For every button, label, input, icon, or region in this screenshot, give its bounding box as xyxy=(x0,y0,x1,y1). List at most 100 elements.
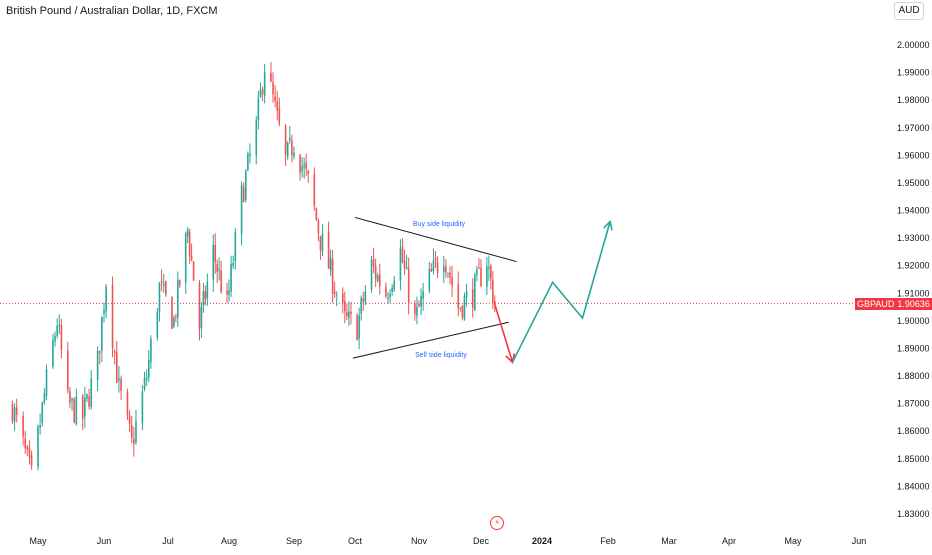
candle-body xyxy=(216,263,218,272)
candle-body xyxy=(130,424,133,438)
candle-up xyxy=(247,151,249,172)
candle-body xyxy=(218,269,220,271)
candle-down xyxy=(407,257,410,315)
candle-up xyxy=(465,283,468,307)
candle-up xyxy=(232,255,234,269)
candle-body xyxy=(30,455,33,466)
candle-body xyxy=(162,283,165,286)
candle-body xyxy=(372,259,375,267)
candle-up xyxy=(255,116,258,165)
candle-up xyxy=(143,371,146,392)
candle-body xyxy=(184,233,187,283)
candle-up xyxy=(370,255,373,293)
candle-down xyxy=(278,97,281,126)
candle-body xyxy=(286,142,289,157)
x-tick-label: Jul xyxy=(162,536,174,546)
candle-down xyxy=(120,375,122,401)
candle-up xyxy=(105,283,107,319)
candle-body xyxy=(60,325,63,350)
trendline-upper xyxy=(354,216,517,263)
candle-body xyxy=(457,283,460,309)
candle-body xyxy=(348,311,350,318)
candle-body xyxy=(342,293,344,303)
candle-body xyxy=(171,297,173,329)
candle-body xyxy=(449,272,451,278)
candle-up xyxy=(416,296,418,325)
candle-down xyxy=(414,300,416,321)
candle-body xyxy=(22,416,24,437)
candle-body xyxy=(299,154,301,173)
candle-up xyxy=(135,409,137,445)
candle-up xyxy=(96,346,99,392)
candle-down xyxy=(451,265,453,298)
candle-body xyxy=(391,287,393,292)
candle-down xyxy=(378,263,381,295)
candle-body xyxy=(141,391,144,424)
candle-body xyxy=(175,316,177,318)
y-tick-label: 1.83000 xyxy=(897,509,930,519)
candle-down xyxy=(457,271,460,317)
candle-down xyxy=(113,349,116,365)
candle-down xyxy=(401,238,404,264)
candle-up xyxy=(162,273,165,293)
candle-body xyxy=(255,120,258,156)
candle-down xyxy=(319,235,322,260)
candle-up xyxy=(293,146,295,160)
candle-down xyxy=(272,72,274,103)
candle-up xyxy=(263,64,266,104)
x-tick-label: Mar xyxy=(661,536,677,546)
candle-up xyxy=(230,255,232,297)
sell-side-liquidity-label: Sell side liquidity xyxy=(415,352,467,359)
candle-body xyxy=(26,446,29,450)
candle-up xyxy=(37,424,39,471)
candle-body xyxy=(41,402,44,424)
candle-body xyxy=(364,291,367,303)
y-tick-label: 1.92000 xyxy=(897,261,930,271)
x-tick-label: Dec xyxy=(473,536,490,546)
y-tick-label: 1.88000 xyxy=(897,371,930,381)
candle-up xyxy=(257,90,260,130)
candle-body xyxy=(56,325,58,336)
x-tick-label: Jun xyxy=(97,536,112,546)
candle-body xyxy=(443,265,445,273)
candle-body xyxy=(52,340,54,367)
candle-body xyxy=(387,297,389,300)
candle-up xyxy=(41,401,44,427)
candle-down xyxy=(188,228,191,264)
candle-up xyxy=(184,231,187,294)
x-tick-label: May xyxy=(784,536,802,546)
candle-down xyxy=(192,261,195,281)
candle-body xyxy=(158,282,161,312)
candle-body xyxy=(319,235,322,250)
candle-body xyxy=(234,231,237,262)
candle-up xyxy=(150,335,152,369)
candle-body xyxy=(156,311,159,338)
candle-up xyxy=(145,369,148,386)
candle-up xyxy=(348,301,350,327)
candle-down xyxy=(11,400,14,425)
candle-down xyxy=(133,426,135,457)
candle-down xyxy=(214,233,217,274)
candle-up xyxy=(218,257,220,281)
candle-up xyxy=(244,169,247,203)
annotation-layer: Buy side liquidity Sell side liquidity xyxy=(413,221,467,359)
candle-down xyxy=(30,450,33,470)
candle-body xyxy=(190,256,193,261)
candle-up xyxy=(474,272,476,311)
candle-down xyxy=(356,313,358,341)
chart-title: British Pound / Australian Dollar, 1D, F… xyxy=(6,5,218,17)
candle-body xyxy=(293,152,295,157)
currency-selector[interactable]: AUD xyxy=(894,2,924,20)
lightning-icon[interactable]: ⚡ xyxy=(490,516,504,530)
y-tick-label: 1.95000 xyxy=(897,178,930,188)
candle-body xyxy=(317,220,320,234)
candle-up xyxy=(234,227,237,270)
candle-body xyxy=(200,307,203,328)
candle-body xyxy=(120,378,122,392)
candle-body xyxy=(274,96,276,102)
candle-body xyxy=(493,300,496,306)
y-tick-label: 1.97000 xyxy=(897,123,930,133)
buy-side-liquidity-label: Buy side liquidity xyxy=(413,221,466,228)
